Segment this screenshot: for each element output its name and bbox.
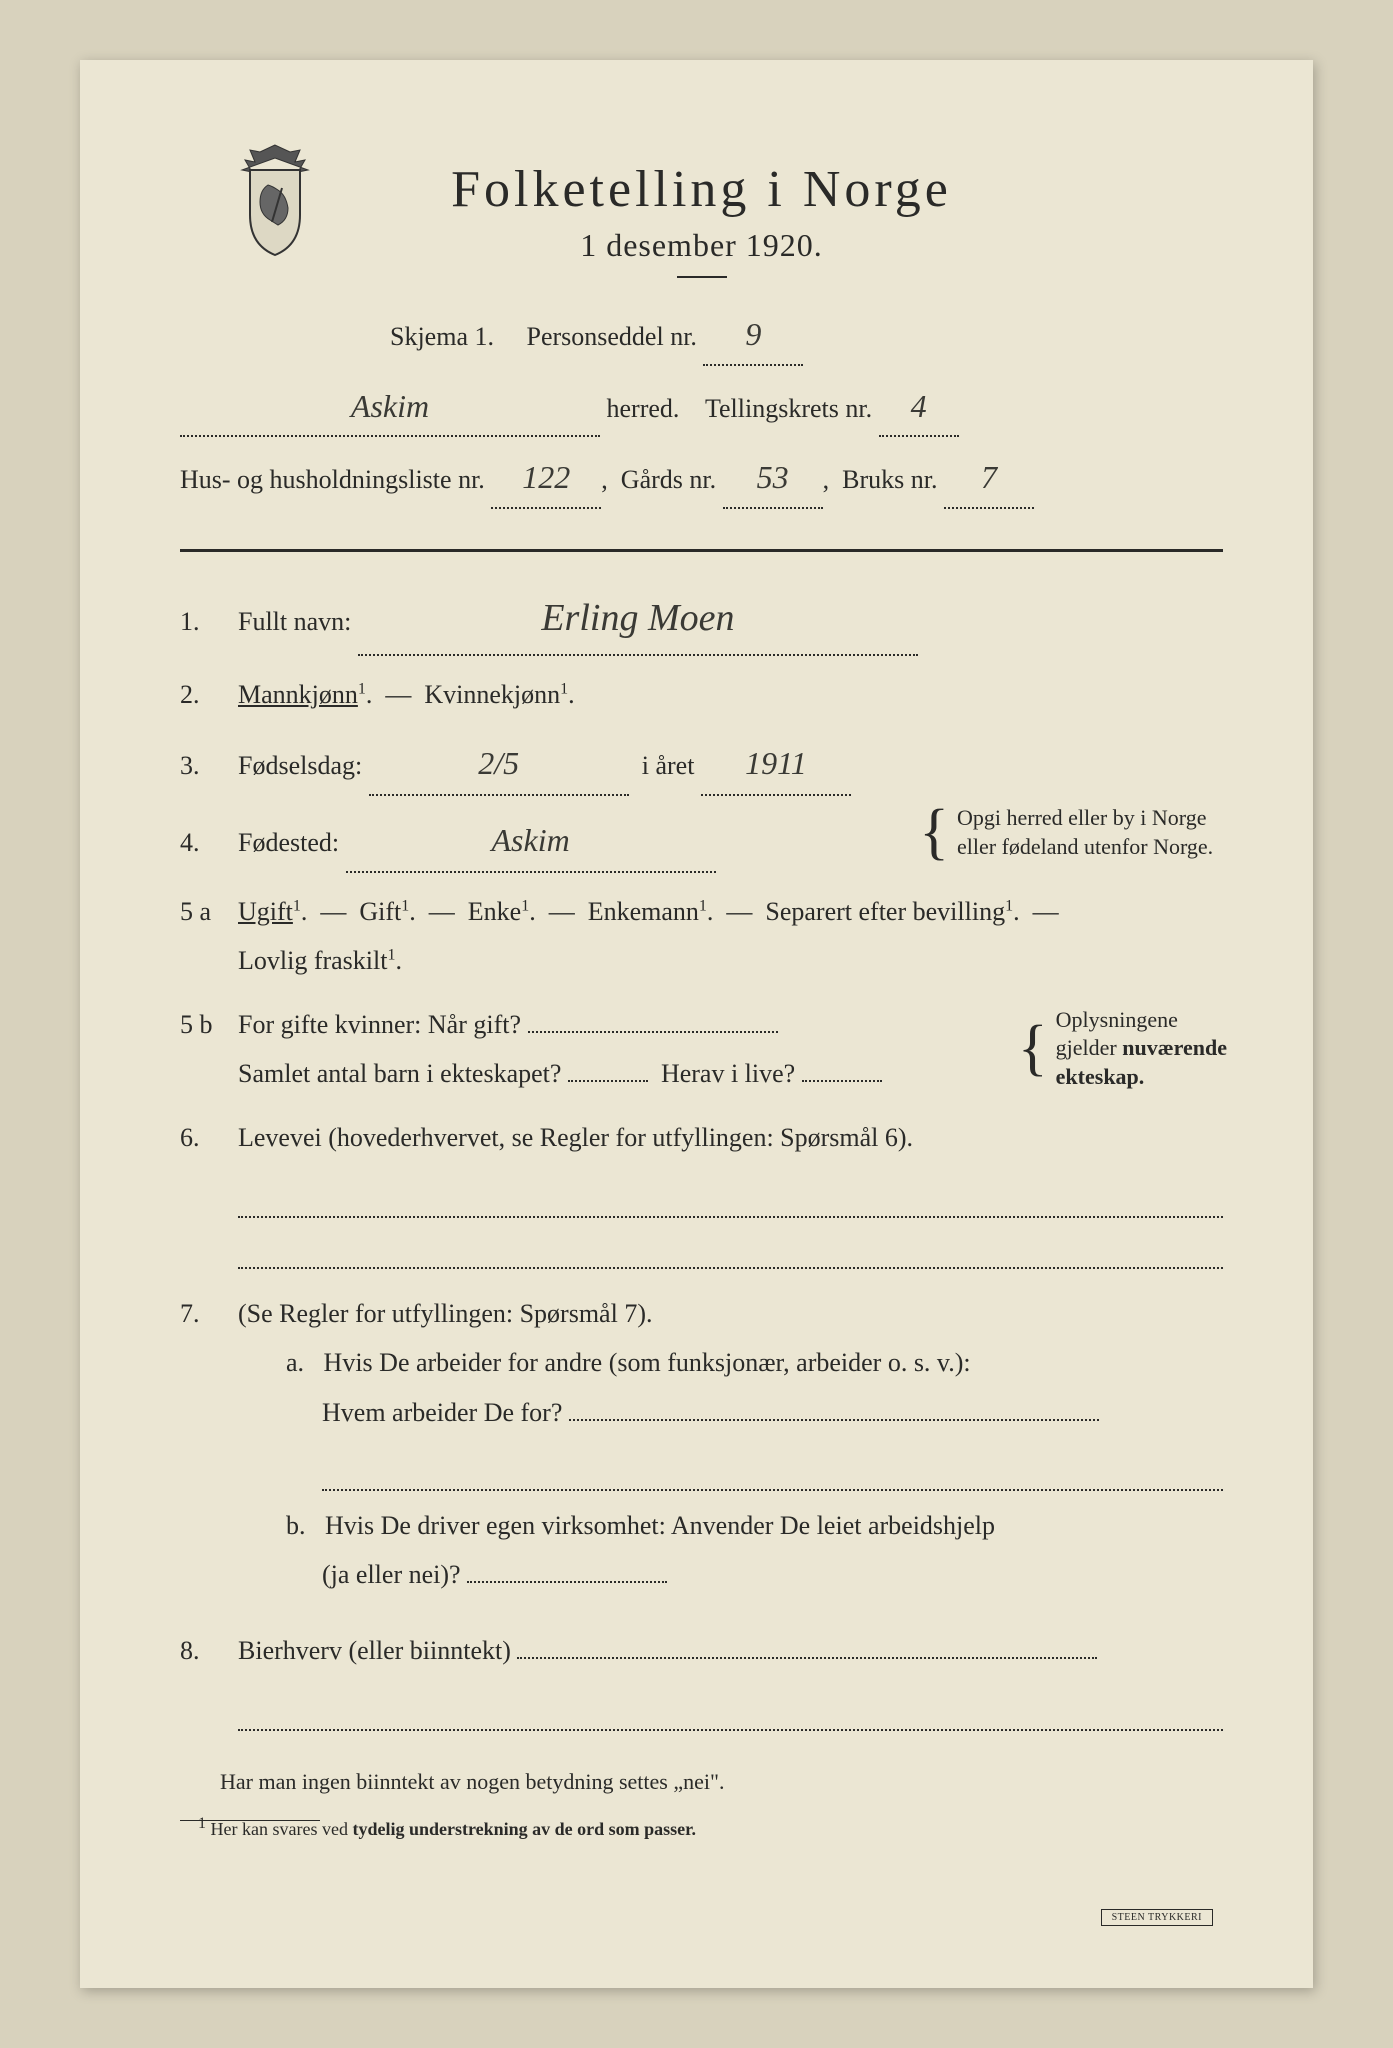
herred-label: herred. xyxy=(607,394,680,423)
meta-row-3: Hus- og husholdningsliste nr. 122, Gårds… xyxy=(180,449,1223,509)
meta-row-2: Askim herred. Tellingskrets nr. 4 xyxy=(180,378,1223,438)
tellingskrets-label: Tellingskrets nr. xyxy=(705,394,872,423)
q7a-fill-line xyxy=(322,1449,1223,1491)
skjema-label: Skjema 1. xyxy=(390,322,494,351)
question-5b: 5 b For gifte kvinner: Når gift? Samlet … xyxy=(180,1000,1223,1099)
printer-stamp: STEEN TRYKKERI xyxy=(1101,1909,1213,1926)
form-title: Folketelling i Norge xyxy=(180,160,1223,219)
brace-icon: { xyxy=(919,808,949,858)
husliste-label: Hus- og husholdningsliste nr. xyxy=(180,465,485,494)
q8-number: 8. xyxy=(180,1626,238,1675)
husliste-value: 122 xyxy=(491,449,601,509)
form-date: 1 desember 1920. xyxy=(180,227,1223,264)
q2-number: 2. xyxy=(180,670,238,719)
q8-fill xyxy=(517,1657,1097,1659)
footer-note: Har man ingen biinntekt av nogen betydni… xyxy=(180,1761,1223,1803)
q2-kvinne: Kvinnekjønn xyxy=(424,680,560,709)
q3-label: Fødselsdag: xyxy=(238,751,362,780)
q3-year-label: i året xyxy=(642,751,695,780)
q3-number: 3. xyxy=(180,741,238,790)
q5a-gift: Gift xyxy=(359,897,401,926)
q5a-number: 5 a xyxy=(180,887,238,936)
tellingskrets-value: 4 xyxy=(879,378,959,438)
q6-number: 6. xyxy=(180,1113,238,1162)
q5a-enkemann: Enkemann xyxy=(588,897,699,926)
gards-value: 53 xyxy=(723,449,823,509)
census-form-page: Folketelling i Norge 1 desember 1920. Sk… xyxy=(80,60,1313,1988)
q5a-enke: Enke xyxy=(468,897,521,926)
question-7a: a. Hvis De arbeider for andre (som funks… xyxy=(286,1338,1223,1437)
footnote-body: Her kan svares ved tydelig understreknin… xyxy=(211,1819,697,1839)
q7a-text1: Hvis De arbeider for andre (som funksjon… xyxy=(324,1348,971,1377)
meta-row-1: Skjema 1. Personseddel nr. 9 xyxy=(180,306,1223,366)
q5b-label3: Herav i live? xyxy=(661,1059,795,1088)
q7-label: (Se Regler for utfyllingen: Spørsmål 7). xyxy=(238,1299,652,1328)
q5b-fill2 xyxy=(568,1080,648,1082)
q5b-fill3 xyxy=(802,1080,882,1082)
question-6: 6. Levevei (hovederhvervet, se Regler fo… xyxy=(180,1113,1223,1162)
gards-label: Gårds nr. xyxy=(621,465,716,494)
q7b-fill xyxy=(467,1581,667,1583)
form-header: Folketelling i Norge 1 desember 1920. Sk… xyxy=(180,160,1223,509)
q7b-label: b. xyxy=(286,1511,306,1540)
q3-year: 1911 xyxy=(701,733,851,796)
q2-mann: Mannkjønn xyxy=(238,680,358,709)
main-divider xyxy=(180,549,1223,552)
question-list: 1. Fullt navn: Erling Moen 2. Mannkjønn1… xyxy=(180,582,1223,1847)
header-divider xyxy=(677,276,727,278)
bruks-label: Bruks nr. xyxy=(842,465,937,494)
q8-label: Bierhverv (eller biinntekt) xyxy=(238,1636,511,1665)
q5b-side-note: { Oplysningenegjelder nuværendeekteskap. xyxy=(1018,1006,1227,1092)
personseddel-label: Personseddel nr. xyxy=(527,322,697,351)
q7b-text1: Hvis De driver egen virksomhet: Anvender… xyxy=(325,1511,995,1540)
brace-icon: { xyxy=(1018,1024,1048,1074)
question-8: 8. Bierhverv (eller biinntekt) xyxy=(180,1626,1223,1675)
q5b-number: 5 b xyxy=(180,1000,238,1049)
q7a-text2: Hvem arbeider De for? xyxy=(322,1398,562,1427)
question-7b: b. Hvis De driver egen virksomhet: Anven… xyxy=(286,1501,1223,1600)
q1-label: Fullt navn: xyxy=(238,607,351,636)
q5b-note-text: Oplysningenegjelder nuværendeekteskap. xyxy=(1056,1006,1227,1092)
question-2: 2. Mannkjønn1. — Kvinnekjønn1. xyxy=(180,670,1223,719)
footnote-text: 1 Her kan svares ved tydelig understrekn… xyxy=(180,1809,1223,1846)
question-4: 4. Fødested: Askim { Opgi herred eller b… xyxy=(180,810,1223,873)
q4-value: Askim xyxy=(346,810,716,873)
q4-note-text: Opgi herred eller by i Norge eller fødel… xyxy=(957,804,1227,861)
q5a-fraskilt: Lovlig fraskilt xyxy=(238,946,387,975)
question-7: 7. (Se Regler for utfyllingen: Spørsmål … xyxy=(180,1289,1223,1612)
norway-coat-of-arms-icon xyxy=(230,140,320,260)
q5b-fill1 xyxy=(528,1031,778,1033)
bruks-value: 7 xyxy=(944,449,1034,509)
q7b-text2: (ja eller nei)? xyxy=(322,1560,461,1589)
q5a-separert: Separert efter bevilling xyxy=(765,897,1005,926)
q4-side-note: { Opgi herred eller by i Norge eller fød… xyxy=(919,804,1227,861)
q1-value: Erling Moen xyxy=(358,582,918,656)
q7a-fill xyxy=(569,1419,1099,1421)
q5b-label2: Samlet antal barn i ekteskapet? xyxy=(238,1059,561,1088)
footnote-num: 1 xyxy=(198,1815,206,1832)
q7-number: 7. xyxy=(180,1289,238,1338)
question-5a: 5 a Ugift1. — Gift1. — Enke1. — Enkemann… xyxy=(180,887,1223,986)
question-3: 3. Fødselsdag: 2/5 i året 1911 xyxy=(180,733,1223,796)
q3-day: 2/5 xyxy=(369,733,629,796)
question-1: 1. Fullt navn: Erling Moen xyxy=(180,582,1223,656)
q1-number: 1. xyxy=(180,597,238,646)
personseddel-value: 9 xyxy=(703,306,803,366)
herred-value: Askim xyxy=(180,378,600,438)
q6-fill-line-2 xyxy=(238,1228,1223,1270)
q4-number: 4. xyxy=(180,818,238,867)
q6-fill-line-1 xyxy=(238,1176,1223,1218)
q7a-label: a. xyxy=(286,1348,304,1377)
q5b-label1: For gifte kvinner: Når gift? xyxy=(238,1010,521,1039)
q6-label: Levevei (hovederhvervet, se Regler for u… xyxy=(238,1123,913,1152)
q5a-ugift: Ugift xyxy=(238,897,293,926)
q8-fill-line xyxy=(238,1689,1223,1731)
q4-label: Fødested: xyxy=(238,828,339,857)
